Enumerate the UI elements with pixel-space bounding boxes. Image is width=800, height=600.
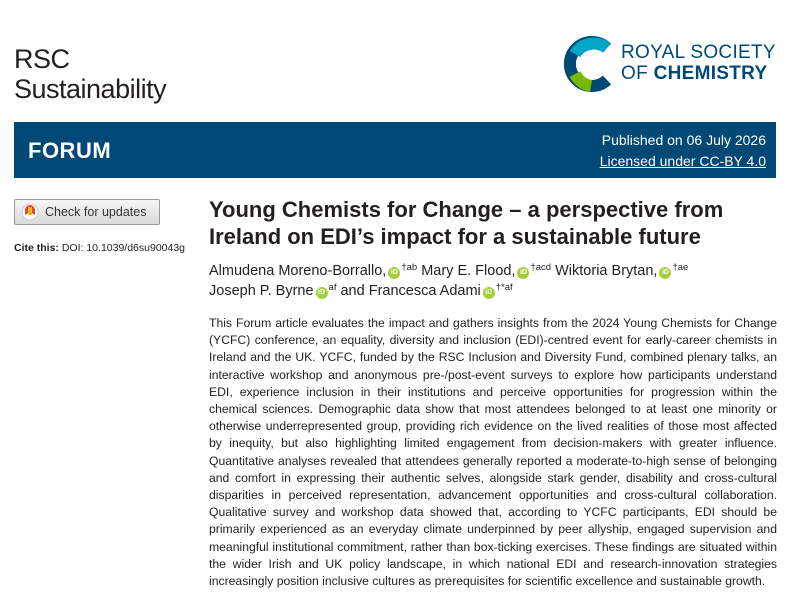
citation: Cite this: DOI: 10.1039/d6su90043g	[14, 242, 185, 254]
publisher-name: ROYAL SOCIETY OF CHEMISTRY	[621, 42, 776, 84]
author-affiliation: af	[328, 282, 337, 293]
publication-info: Published on 06 July 2026 Licensed under…	[600, 130, 766, 172]
journal-title: RSC Sustainability	[14, 44, 167, 104]
author-affiliation: †*af	[495, 282, 513, 293]
author-name[interactable]: Wiktoria Brytan,	[555, 263, 658, 279]
author-conjunction: and	[336, 283, 365, 299]
author-affiliation: †ab	[401, 262, 418, 273]
author-name[interactable]: Almudena Moreno-Borrallo,	[209, 263, 387, 279]
publisher-line1: ROYAL SOCIETY	[621, 42, 776, 63]
orcid-icon[interactable]: iD	[388, 267, 401, 279]
cite-doi[interactable]: DOI: 10.1039/d6su90043g	[61, 242, 186, 254]
publisher-line2: OF CHEMISTRY	[621, 63, 776, 84]
published-date: Published on 06 July 2026	[601, 132, 766, 148]
orcid-icon[interactable]: iD	[659, 267, 672, 279]
orcid-icon[interactable]: iD	[482, 287, 495, 299]
journal-title-line2: Sustainability	[14, 74, 167, 104]
license-link[interactable]: Licensed under CC-BY 4.0	[599, 153, 766, 169]
author-name[interactable]: Joseph P. Byrne	[209, 283, 314, 299]
author-list: Almudena Moreno-Borrallo, iD †ab Mary E. F…	[209, 261, 779, 301]
orcid-icon[interactable]: iD	[315, 287, 328, 299]
author-affiliation: †ae	[672, 262, 689, 273]
author-name[interactable]: Francesca Adami	[368, 283, 481, 299]
check-updates-label: Check for updates	[45, 205, 147, 219]
check-updates-icon	[21, 203, 39, 221]
journal-title-line1: RSC	[14, 44, 70, 74]
rsc-c-logo-icon	[563, 36, 612, 92]
publisher-logo[interactable]: ROYAL SOCIETY OF CHEMISTRY	[563, 34, 783, 94]
check-for-updates-button[interactable]: Check for updates	[14, 199, 160, 225]
article-type-banner: FORUM Published on 06 July 2026 Licensed…	[14, 122, 776, 178]
orcid-icon[interactable]: iD	[517, 267, 530, 279]
author-affiliation: †acd	[530, 262, 552, 273]
article-type-label: FORUM	[28, 138, 112, 163]
abstract: This Forum article evaluates the impact …	[209, 316, 777, 589]
author-name[interactable]: Mary E. Flood,	[421, 263, 516, 279]
publisher-line2-bold: CHEMISTRY	[653, 63, 768, 84]
article-title: Young Chemists for Change – a perspectiv…	[209, 197, 724, 249]
cite-label: Cite this:	[14, 242, 59, 254]
publisher-line2-prefix: OF	[621, 63, 654, 84]
